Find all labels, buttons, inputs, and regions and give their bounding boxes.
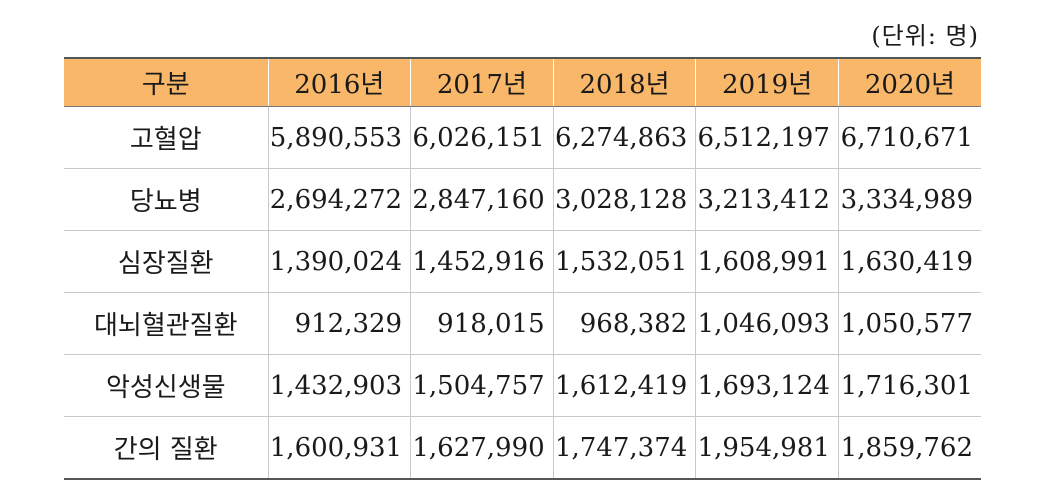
- table-cell: 5,890,553: [267, 106, 411, 169]
- table-cell: 1,504,757: [410, 354, 554, 417]
- table-cell: 1,452,916: [410, 230, 554, 293]
- table-cell: 6,026,151: [410, 106, 554, 169]
- table-cell: 1,600,931: [267, 416, 411, 480]
- table-cell: 1,612,419: [552, 354, 696, 417]
- table-cell: 1,050,577: [837, 292, 981, 355]
- row-label: 대뇌혈관질환: [64, 292, 268, 355]
- table-cell: 6,710,671: [837, 106, 981, 169]
- table-cell: 912,329: [267, 292, 411, 355]
- table-header-row: 구분 2016년 2017년 2018년 2019년 2020년: [64, 57, 981, 107]
- table-cell: 1,532,051: [552, 230, 696, 293]
- table-cell: 968,382: [552, 292, 696, 355]
- row-label: 심장질환: [64, 230, 268, 293]
- row-label: 악성신생물: [64, 354, 268, 417]
- table-cell: 1,859,762: [837, 416, 981, 480]
- row-label: 당뇨병: [64, 168, 268, 231]
- row-label: 간의 질환: [64, 416, 268, 480]
- table-cell: 918,015: [410, 292, 554, 355]
- table-row: 당뇨병 2,694,272 2,847,160 3,028,128 3,213,…: [64, 168, 981, 231]
- table-cell: 1,432,903: [267, 354, 411, 417]
- row-label: 고혈압: [64, 106, 268, 169]
- table-cell: 1,046,093: [695, 292, 839, 355]
- statistics-table: 구분 2016년 2017년 2018년 2019년 2020년 고혈압 5,8…: [64, 57, 981, 480]
- table-cell: 2,847,160: [410, 168, 554, 231]
- table-row: 대뇌혈관질환 912,329 918,015 968,382 1,046,093…: [64, 292, 981, 355]
- table-cell: 1,747,374: [552, 416, 696, 480]
- unit-note: (단위: 명): [871, 22, 979, 50]
- header-year-2020: 2020년: [837, 57, 981, 107]
- table-row: 악성신생물 1,432,903 1,504,757 1,612,419 1,69…: [64, 354, 981, 417]
- table-cell: 3,213,412: [695, 168, 839, 231]
- table-cell: 1,693,124: [695, 354, 839, 417]
- header-category: 구분: [64, 57, 268, 107]
- table-row: 간의 질환 1,600,931 1,627,990 1,747,374 1,95…: [64, 416, 981, 480]
- header-year-2019: 2019년: [695, 57, 839, 107]
- table-cell: 1,954,981: [695, 416, 839, 480]
- table-cell: 1,630,419: [837, 230, 981, 293]
- table-cell: 1,716,301: [837, 354, 981, 417]
- header-year-2016: 2016년: [267, 57, 411, 107]
- table-cell: 6,274,863: [552, 106, 696, 169]
- table-row: 고혈압 5,890,553 6,026,151 6,274,863 6,512,…: [64, 106, 981, 169]
- header-year-2017: 2017년: [410, 57, 554, 107]
- table-cell: 1,608,991: [695, 230, 839, 293]
- header-year-2018: 2018년: [552, 57, 696, 107]
- table-cell: 2,694,272: [267, 168, 411, 231]
- table-cell: 1,390,024: [267, 230, 411, 293]
- table-row: 심장질환 1,390,024 1,452,916 1,532,051 1,608…: [64, 230, 981, 293]
- table-cell: 1,627,990: [410, 416, 554, 480]
- table-cell: 3,028,128: [552, 168, 696, 231]
- table-cell: 3,334,989: [837, 168, 981, 231]
- table-cell: 6,512,197: [695, 106, 839, 169]
